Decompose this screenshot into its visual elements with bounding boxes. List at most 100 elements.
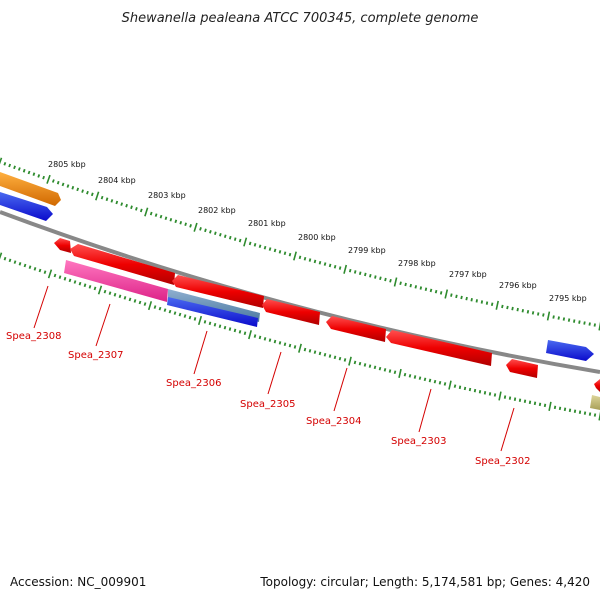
minor-tick	[313, 259, 317, 264]
gene-arrow-pink[interactable]	[64, 260, 168, 302]
gene-arrow-red[interactable]	[594, 379, 600, 392]
minor-tick	[578, 410, 582, 414]
minor-tick	[233, 328, 237, 333]
gene-arrow-red[interactable]	[386, 330, 492, 366]
major-tick	[243, 237, 248, 247]
minor-tick	[323, 262, 327, 266]
minor-tick	[423, 377, 427, 382]
major-tick	[598, 321, 600, 331]
minor-tick	[333, 264, 337, 269]
minor-tick	[434, 289, 438, 294]
gene-arrow-blue-forward[interactable]	[167, 297, 258, 327]
minor-tick	[567, 318, 571, 322]
minor-tick	[537, 312, 540, 316]
minor-tick	[328, 354, 332, 358]
minor-tick	[379, 276, 382, 281]
minor-tick	[308, 349, 312, 353]
gene-arrow-blue-forward[interactable]	[546, 340, 594, 361]
minor-tick	[86, 190, 89, 195]
minor-tick	[27, 170, 31, 175]
gene-label[interactable]: Spea_2303	[391, 436, 446, 447]
minor-tick	[521, 309, 524, 313]
minor-tick	[73, 280, 77, 284]
minor-tick	[68, 278, 72, 283]
minor-tick	[501, 304, 504, 309]
minor-tick	[76, 187, 80, 192]
gene-arrow-orange[interactable]	[0, 172, 61, 206]
minor-tick	[358, 271, 362, 276]
minor-tick	[90, 192, 94, 197]
minor-tick	[419, 286, 423, 290]
minor-tick	[348, 268, 352, 273]
minor-tick	[328, 263, 332, 268]
minor-tick	[528, 400, 532, 405]
minor-tick	[178, 312, 182, 317]
minor-tick	[214, 231, 217, 236]
minor-tick	[458, 385, 462, 390]
gene-label[interactable]: Spea_2302	[475, 456, 530, 467]
minor-tick	[8, 258, 12, 263]
minor-tick	[53, 273, 57, 278]
minor-tick	[179, 221, 183, 225]
minor-tick	[18, 262, 22, 266]
minor-tick	[353, 360, 357, 365]
gene-arrow-olive[interactable]	[590, 395, 600, 410]
minor-tick	[588, 322, 591, 326]
minor-tick	[583, 411, 587, 415]
minor-tick	[238, 330, 242, 334]
minor-tick	[568, 408, 572, 413]
minor-tick	[199, 227, 202, 231]
gene-label[interactable]: Spea_2306	[166, 378, 221, 389]
minor-tick	[81, 189, 84, 193]
minor-tick	[318, 351, 322, 356]
minor-tick	[439, 291, 443, 295]
major-tick	[398, 368, 402, 378]
minor-tick	[353, 270, 357, 274]
major-tick	[598, 411, 600, 421]
minor-tick	[125, 203, 128, 208]
minor-tick	[369, 273, 372, 278]
minor-tick	[209, 230, 212, 234]
minor-tick	[105, 197, 109, 202]
minor-tick	[163, 308, 167, 312]
gene-label[interactable]: Spea_2305	[240, 399, 295, 410]
gene-arrow-red[interactable]	[54, 238, 71, 253]
gene-arrow-red[interactable]	[506, 359, 538, 378]
gene-label[interactable]: Spea_2304	[306, 416, 361, 427]
minor-tick	[363, 363, 367, 367]
minor-tick	[228, 235, 232, 240]
minor-tick	[485, 301, 489, 305]
gene-arrow-blue-forward[interactable]	[0, 192, 53, 221]
major-tick	[348, 356, 352, 366]
minor-tick	[248, 241, 252, 246]
minor-tick	[188, 315, 192, 320]
minor-tick	[460, 295, 463, 300]
minor-tick	[409, 283, 412, 288]
gene-arrow-red[interactable]	[326, 316, 386, 342]
minor-tick	[115, 200, 119, 205]
major-tick	[147, 301, 153, 311]
gene-arrow-red[interactable]	[172, 275, 264, 308]
gene-label[interactable]: Spea_2307	[68, 350, 123, 361]
minor-tick	[433, 379, 437, 384]
gene-arrow-red[interactable]	[70, 244, 175, 285]
minor-tick	[204, 228, 207, 233]
minor-tick	[213, 322, 217, 327]
gene-label[interactable]: Spea_2308	[6, 331, 61, 342]
minor-tick	[338, 266, 342, 270]
major-tick	[197, 315, 203, 326]
gene-leader-line	[500, 407, 515, 452]
minor-tick	[17, 167, 21, 171]
gene-arrow-red[interactable]	[262, 299, 320, 325]
minor-tick	[243, 331, 247, 336]
minor-tick	[153, 305, 157, 309]
minor-tick	[389, 278, 392, 283]
gene-leader-line	[267, 351, 282, 395]
kbp-label: 2803 kbp	[148, 191, 186, 200]
gene-arrows-red	[54, 238, 600, 392]
minor-tick	[288, 343, 292, 348]
minor-tick	[378, 366, 382, 371]
major-tick	[144, 207, 149, 217]
minor-tick	[538, 402, 542, 407]
kbp-label: 2800 kbp	[298, 233, 336, 242]
